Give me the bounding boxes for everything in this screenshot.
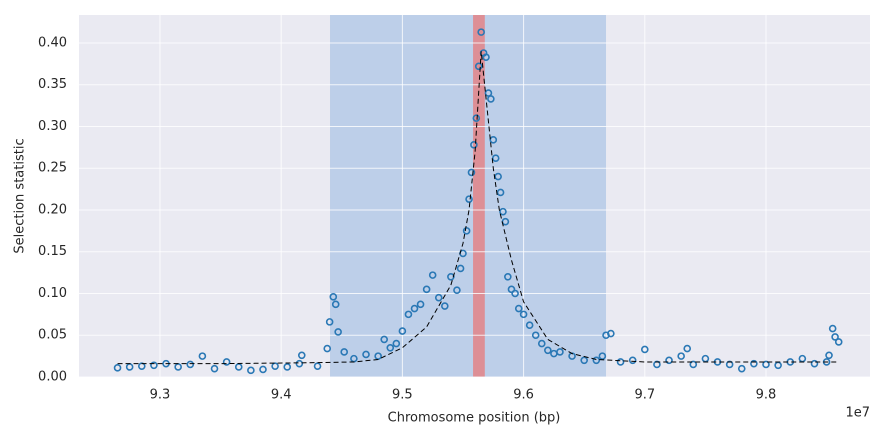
data-point: [334, 328, 342, 336]
data-point: [323, 344, 332, 353]
data-point: [737, 364, 746, 373]
x-axis-label: Chromosome position (bp): [388, 411, 561, 426]
x-tick-label: 9.3: [150, 388, 171, 403]
x-tick-label: 9.8: [756, 388, 777, 403]
x-tick-label: 9.7: [634, 388, 655, 403]
data-point: [329, 293, 338, 301]
x-tick-label: 9.6: [513, 388, 534, 403]
data-point: [295, 359, 304, 368]
data-point: [398, 327, 407, 335]
data-point: [828, 324, 837, 333]
data-point: [340, 348, 349, 356]
data-point: [762, 360, 770, 369]
y-tick-label: 0.35: [38, 77, 67, 92]
data-point: [447, 272, 455, 281]
data-point: [628, 356, 637, 365]
x-tick-label: 9.5: [392, 388, 413, 403]
data-point: [496, 188, 505, 197]
data-point: [297, 351, 306, 360]
data-point: [494, 172, 502, 181]
data-point: [259, 365, 267, 374]
data-point: [271, 362, 279, 370]
data-point: [504, 272, 512, 281]
y-tick-label: 0.00: [38, 370, 67, 385]
data-point: [404, 310, 413, 319]
data-point: [283, 363, 292, 371]
data-point: [665, 356, 673, 365]
data-point: [467, 168, 476, 177]
data-point: [462, 227, 471, 235]
data-point: [422, 285, 431, 294]
data-point: [825, 351, 833, 360]
data-point: [834, 338, 843, 346]
data-point: [544, 346, 552, 355]
data-point: [477, 28, 485, 36]
data-point: [507, 285, 516, 294]
data-point: [810, 359, 819, 368]
data-point: [325, 318, 334, 326]
y-tick-label: 0.15: [38, 244, 67, 259]
data-point: [531, 331, 540, 340]
data-point: [456, 264, 465, 273]
data-point: [519, 310, 528, 319]
data-point: [514, 304, 523, 313]
data-point: [331, 300, 340, 309]
x-tick-label: 9.4: [271, 388, 292, 403]
data-point: [210, 364, 219, 373]
data-point: [592, 356, 601, 365]
data-point: [598, 352, 607, 360]
data-point: [392, 339, 401, 348]
data-point: [689, 360, 698, 369]
data-point: [683, 344, 692, 353]
data-point: [482, 53, 490, 61]
data-point: [511, 289, 519, 298]
data-point: [247, 366, 255, 375]
y-tick-label: 0.10: [38, 286, 67, 301]
data-point: [470, 141, 478, 149]
data-point: [489, 136, 498, 144]
data-point: [465, 195, 473, 203]
data-point: [537, 339, 546, 348]
data-point: [487, 95, 495, 103]
data-point: [428, 271, 437, 279]
y-axis-label: Selection statistic: [13, 138, 28, 253]
data-point: [362, 350, 370, 359]
data-point: [222, 358, 231, 366]
data-point: [525, 321, 534, 330]
data-point: [499, 207, 507, 216]
highlight-span: [473, 15, 485, 377]
data-point: [380, 335, 389, 344]
y-tick-label: 0.05: [38, 328, 67, 343]
data-point: [198, 352, 207, 360]
data-point: [616, 358, 625, 366]
data-point: [556, 348, 564, 356]
data-point: [313, 362, 322, 370]
data-point: [410, 304, 419, 313]
data-point: [831, 333, 839, 341]
fit-line: [117, 51, 839, 365]
data-point: [150, 361, 158, 370]
data-point: [474, 62, 483, 71]
data-point: [750, 359, 758, 368]
data-point: [434, 293, 443, 302]
data-point: [580, 356, 588, 365]
data-point: [607, 329, 615, 338]
data-point: [640, 345, 649, 354]
data-point: [677, 352, 685, 360]
data-point: [453, 286, 461, 294]
data-point: [186, 360, 195, 369]
data-point: [234, 363, 243, 371]
y-tick-label: 0.40: [38, 35, 67, 50]
y-tick-label: 0.20: [38, 202, 67, 217]
data-point: [386, 343, 395, 352]
data-point: [472, 114, 481, 122]
x-offset-label: 1e7: [845, 406, 870, 421]
data-point: [416, 300, 425, 309]
y-tick-label: 0.25: [38, 161, 67, 176]
data-point: [441, 302, 449, 310]
data-point: [113, 364, 122, 372]
y-tick-label: 0.30: [38, 119, 67, 134]
